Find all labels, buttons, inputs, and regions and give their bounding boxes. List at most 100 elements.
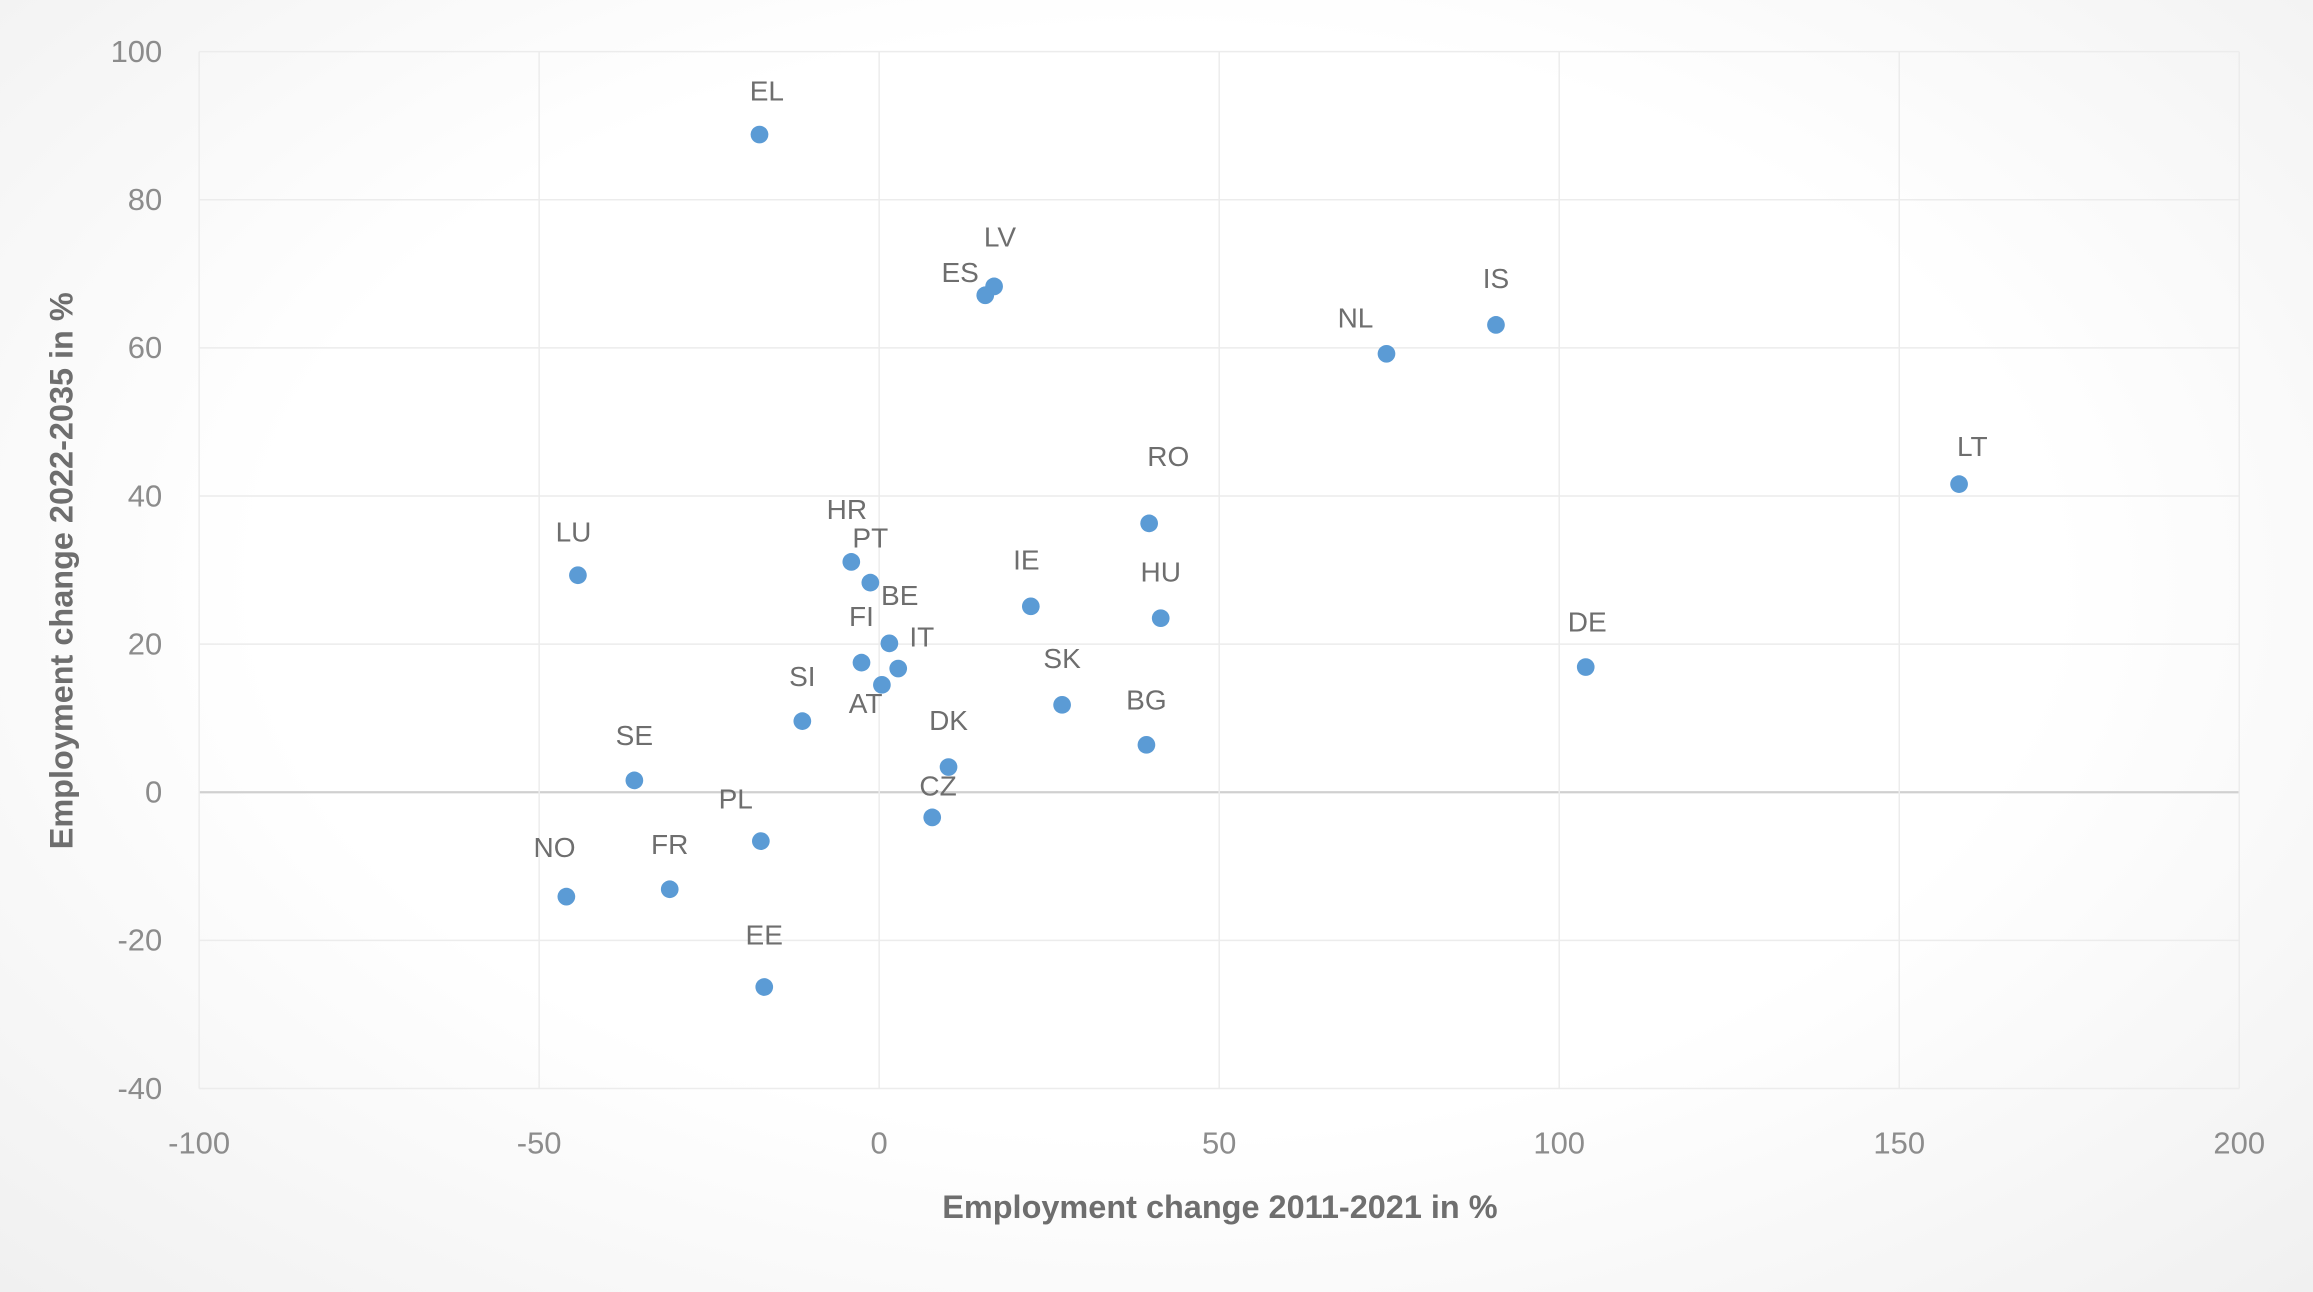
point-label: EE [746, 919, 783, 950]
point-label: FI [849, 601, 874, 632]
point-label: AT [849, 688, 883, 719]
point-marker [861, 573, 880, 592]
point-marker [1021, 597, 1040, 616]
point-label: PT [852, 522, 888, 553]
point-label: EL [750, 76, 784, 107]
x-tick-label: 0 [871, 1125, 888, 1160]
x-tick-label: 150 [1873, 1125, 1925, 1160]
point-marker [889, 659, 908, 678]
data-point-nl: NL [1338, 302, 1396, 363]
point-marker [750, 125, 769, 144]
y-tick-label: 0 [145, 775, 162, 810]
point-marker [939, 758, 958, 776]
point-marker [852, 653, 871, 672]
point-label: LV [984, 222, 1017, 253]
point-marker [976, 286, 995, 305]
data-point-de: DE [1568, 607, 1607, 676]
point-label: CZ [919, 770, 956, 801]
data-point-se: SE [616, 720, 653, 790]
point-marker [557, 887, 576, 906]
point-label: BG [1126, 684, 1166, 715]
point-marker [569, 566, 587, 585]
point-marker [755, 978, 774, 996]
y-tick-label: 20 [128, 626, 162, 661]
y-tick-label: 60 [128, 330, 162, 365]
point-label: IS [1483, 263, 1509, 294]
point-marker [1487, 316, 1505, 334]
data-point-fr: FR [651, 829, 688, 899]
data-point-lt: LT [1950, 431, 1988, 493]
tick-labels: -40 -20 0 20 40 60 80 100 -100 -50 0 50 100 150 200 [111, 34, 2265, 1160]
y-tick-label: -40 [117, 1071, 162, 1106]
point-label: SK [1043, 643, 1081, 674]
data-point-hu: HU [1140, 556, 1181, 628]
y-tick-label: 100 [111, 34, 163, 69]
point-label: HU [1140, 556, 1180, 587]
point-marker [880, 634, 899, 653]
point-marker [751, 832, 770, 850]
point-label: DE [1568, 607, 1607, 638]
point-label: SE [616, 720, 653, 751]
point-marker [1576, 658, 1595, 676]
point-label: PL [719, 784, 753, 815]
data-point-si: SI [789, 661, 816, 730]
point-label: NO [534, 832, 576, 863]
data-point-it: IT [889, 621, 934, 678]
data-point-bg: BG [1126, 684, 1167, 754]
point-marker [1950, 475, 1968, 493]
x-tick-label: 100 [1533, 1125, 1585, 1160]
point-label: SI [789, 661, 815, 692]
point-marker [1377, 344, 1396, 363]
point-marker [1053, 695, 1071, 714]
data-point-dk: DK [929, 705, 968, 776]
data-point-pl: PL [719, 784, 770, 850]
point-label: FR [651, 829, 688, 860]
point-label: HR [827, 494, 867, 525]
point-label: RO [1147, 441, 1189, 472]
data-point-no: NO [534, 832, 576, 906]
point-marker [1137, 735, 1156, 754]
x-tick-label: -100 [168, 1125, 230, 1160]
data-point-ee: EE [746, 919, 783, 996]
point-marker [660, 880, 679, 899]
point-marker [793, 712, 812, 730]
point-label: NL [1338, 302, 1374, 333]
point-marker [1151, 609, 1170, 628]
point-label: IE [1013, 544, 1039, 575]
x-tick-label: 50 [1202, 1125, 1236, 1160]
y-axis-title: Employment change 2022-2035 in % [43, 292, 79, 849]
y-tick-label: 80 [128, 182, 162, 217]
data-point-at: AT [849, 675, 891, 719]
y-tick-label: -20 [117, 923, 162, 958]
gridlines [198, 50, 2240, 1090]
point-marker [873, 675, 891, 694]
data-point-is: IS [1483, 263, 1509, 334]
point-marker [1140, 514, 1159, 533]
x-axis-title: Employment change 2011-2021 in % [942, 1189, 1497, 1225]
point-marker [842, 553, 861, 571]
y-tick-label: 40 [128, 478, 162, 513]
point-label: ES [941, 257, 978, 288]
point-label: LU [556, 516, 592, 547]
data-point-fi: FI [849, 601, 874, 672]
data-point-lu: LU [556, 516, 592, 585]
point-marker [625, 771, 644, 790]
data-point-ro: RO [1140, 441, 1189, 533]
data-point-pt: PT [852, 522, 888, 592]
x-tick-label: 200 [2213, 1125, 2265, 1160]
data-point-cz: CZ [919, 770, 957, 827]
point-label: DK [929, 705, 968, 736]
data-point-ie: IE [1013, 544, 1040, 616]
data-point-hr: HR [827, 494, 867, 571]
point-marker [923, 808, 942, 827]
data-point-sk: SK [1043, 643, 1081, 714]
data-point-es: ES [941, 257, 995, 305]
point-label: BE [881, 580, 918, 611]
x-tick-label: -50 [517, 1125, 562, 1160]
data-point-lv: LV [984, 222, 1017, 296]
point-label: IT [909, 621, 934, 652]
point-label: LT [1957, 431, 1988, 462]
data-point-el: EL [750, 76, 784, 144]
